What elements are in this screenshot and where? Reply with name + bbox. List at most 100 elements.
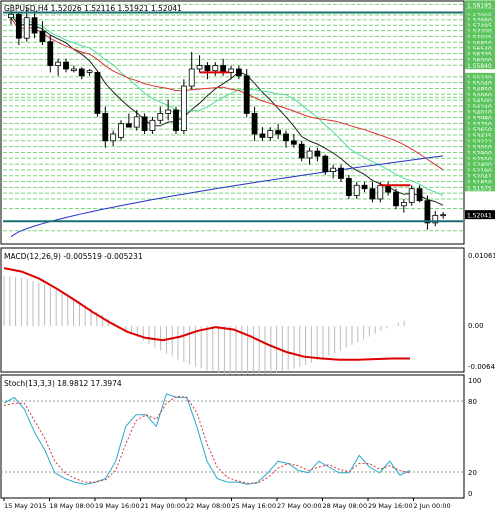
time-tick-label: 21 May 00:00 [141, 502, 186, 510]
price-tag-bg [465, 49, 495, 58]
candle-body[interactable] [23, 17, 30, 39]
candle-body[interactable] [39, 30, 46, 43]
candle-body[interactable] [141, 116, 148, 131]
candle-body[interactable] [110, 133, 117, 142]
candle-body[interactable] [63, 61, 69, 70]
macd-pane[interactable]: MACD(12,26,9) -0.005519 -0.005231 0.0106… [0, 247, 495, 376]
candle-body[interactable] [149, 119, 156, 131]
horizontal-levels[interactable] [3, 11, 463, 223]
candle-body[interactable] [180, 85, 187, 131]
price-tick-label: 1.56540 [467, 46, 492, 53]
candle-body[interactable] [361, 184, 368, 190]
price-tag-bg [465, 101, 495, 110]
candle-body[interactable] [94, 72, 101, 114]
candle-body[interactable] [243, 75, 250, 114]
price-tag-bg [465, 38, 495, 47]
candle-body[interactable] [283, 133, 289, 142]
candle-body[interactable] [165, 109, 172, 114]
candle-body[interactable] [8, 13, 14, 19]
candle-body[interactable] [157, 113, 164, 121]
time-tick-label: 15 May 2015 [4, 502, 46, 510]
candle-body[interactable] [15, 13, 22, 39]
candle-body[interactable] [251, 113, 258, 135]
stoch-label-100: 100 [468, 377, 481, 385]
candle-body[interactable] [306, 150, 313, 159]
candles[interactable] [8, 7, 447, 230]
price-tag-bg [465, 107, 495, 116]
price-tag-bg [465, 130, 495, 139]
candle-body[interactable] [440, 214, 447, 217]
candle-body[interactable] [102, 113, 109, 142]
candle-body[interactable] [212, 65, 219, 72]
macd-zero-label: 0.00 [468, 322, 484, 330]
candle-body[interactable] [393, 191, 399, 207]
candle-body[interactable] [133, 116, 140, 128]
candle-body[interactable] [259, 133, 266, 138]
candle-body[interactable] [267, 130, 274, 138]
price-tick-label: 1.53750 [467, 121, 492, 128]
price-axis: 1.581951.579501.579051.576601.574951.572… [465, 0, 495, 220]
candle-body[interactable] [298, 143, 305, 159]
price-tag-bg [465, 10, 495, 19]
macd-header: MACD(12,26,9) -0.005519 -0.005231 [4, 252, 143, 261]
candle-body[interactable] [416, 188, 423, 202]
price-tick-label: 1.55230 [467, 75, 492, 82]
price-tick-label: 1.54500 [467, 98, 492, 105]
candle-body[interactable] [55, 61, 62, 66]
candle-body[interactable] [70, 68, 77, 72]
current-price-tag [465, 210, 495, 220]
main-pane-frame [0, 0, 465, 245]
candle-body[interactable] [385, 184, 392, 193]
candle-body[interactable] [322, 155, 329, 172]
main-price-pane[interactable]: 1.581951.579501.579051.576601.574951.572… [0, 0, 495, 245]
candle-body[interactable] [275, 130, 282, 135]
price-tick-label: 1.58195 [467, 2, 492, 9]
time-tick-label: 29 May 16:00 [368, 502, 413, 510]
candle-body[interactable] [408, 188, 415, 203]
candle-body[interactable] [196, 65, 203, 70]
macd-histogram [3, 275, 405, 376]
candle-body[interactable] [118, 123, 124, 138]
candle-body[interactable] [125, 123, 132, 128]
price-tag-bg [465, 171, 495, 180]
candle-body[interactable] [345, 178, 352, 196]
price-tick-label: 1.57025 [467, 34, 492, 41]
stochastic-pane[interactable]: Stoch(13,3,3) 18.9812 17.3974 100 80 20 … [0, 374, 481, 499]
candle-body[interactable] [369, 188, 376, 200]
candle-body[interactable] [86, 70, 93, 73]
stoch-main-line [3, 393, 411, 485]
candle-body[interactable] [31, 17, 38, 34]
stoch-label-0: 0 [468, 490, 472, 498]
ma-black-line [10, 14, 444, 206]
price-tick-label: 1.56335 [467, 52, 492, 59]
stoch-label-80: 80 [468, 398, 477, 406]
candle-body[interactable] [338, 167, 344, 179]
price-tag-bg [465, 165, 495, 174]
ma-slow-line [10, 155, 444, 238]
price-tag-bg [465, 113, 495, 122]
candle-body[interactable] [377, 184, 384, 200]
candle-body[interactable] [235, 68, 242, 77]
price-tick-label: 1.51850 [467, 180, 492, 187]
candle-body[interactable] [290, 140, 297, 145]
candle-body[interactable] [220, 65, 227, 73]
candle-body[interactable] [47, 41, 54, 66]
candle-body[interactable] [204, 65, 211, 72]
time-tick-label: 2 Jun 00:00 [414, 502, 451, 510]
candle-body[interactable] [314, 150, 321, 157]
candle-body[interactable] [78, 68, 85, 77]
candle-body[interactable] [424, 200, 431, 224]
candle-body[interactable] [432, 214, 439, 224]
candle-body[interactable] [228, 68, 234, 73]
candle-body[interactable] [188, 68, 195, 87]
candle-body[interactable] [173, 109, 179, 131]
price-tick-label: 1.57200 [467, 29, 492, 36]
price-tag-bg [465, 119, 495, 128]
symbol-header: GBPUSD,H4 1.52026 1.52116 1.51921 1.5204… [4, 4, 182, 13]
candle-body[interactable] [400, 201, 407, 207]
candle-body[interactable] [353, 184, 360, 196]
candle-body[interactable] [330, 167, 337, 172]
price-tick-label: 1.55840 [467, 63, 492, 70]
